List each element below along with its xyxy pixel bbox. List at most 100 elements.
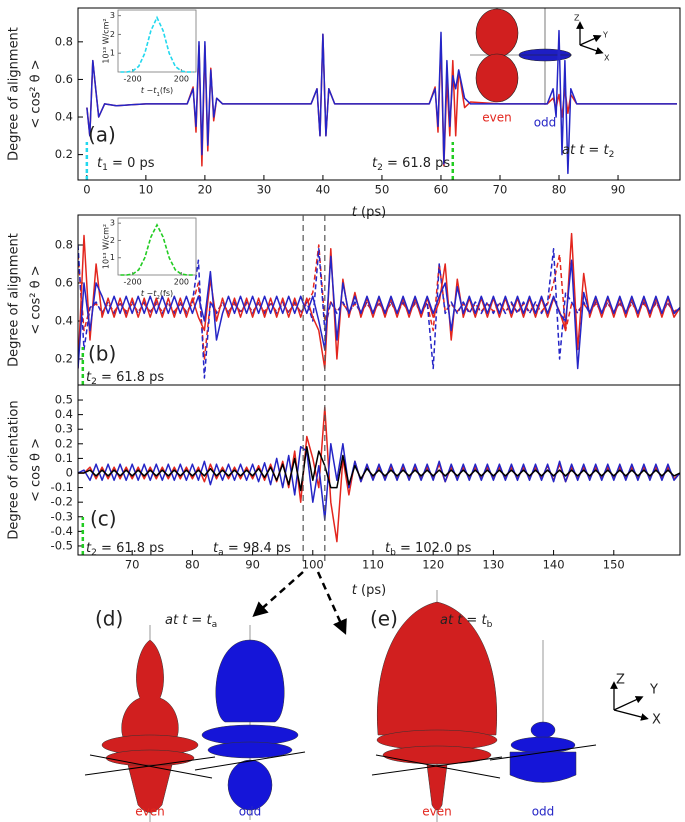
inset-y-label: 10¹³ W/cm² [102, 18, 111, 63]
y-axis-label: < cos² θ > [29, 265, 44, 334]
shape-e-even [371, 590, 503, 822]
axis-letter: X [652, 713, 661, 728]
inset-x-label: t −t1(fs) [141, 86, 173, 98]
y-tick-label: 0.4 [55, 313, 73, 327]
plot-frame [77, 384, 681, 556]
inset-y-label: 10¹³ W/cm² [102, 224, 111, 269]
subscript: 2 [377, 163, 383, 173]
orientation-icons [470, 8, 572, 105]
inset-tick-label: 1 [110, 253, 115, 262]
axis-letter: Y [602, 31, 608, 40]
y-tick-label: -0.4 [51, 524, 73, 538]
y-tick-label: 0.5 [55, 393, 73, 407]
series-line [78, 443, 680, 521]
y-tick-label: 0.6 [55, 276, 73, 290]
axis-letter: Z [574, 14, 580, 23]
subscript: a [218, 548, 224, 558]
inset-tick-label: 2 [110, 236, 115, 245]
text-part: t [352, 583, 358, 598]
plot-lines [78, 406, 680, 543]
series-line [78, 445, 680, 492]
y-tick-label: 0.8 [55, 238, 73, 252]
plot-frame [77, 7, 681, 181]
subscript: 2 [91, 377, 97, 387]
annotation: t2 = 61.8 ps [86, 541, 164, 558]
y-tick-label: 0.8 [55, 34, 73, 48]
text-part: t [372, 156, 378, 171]
annotation: ta = 98.4 ps [213, 541, 291, 558]
legend-label: even [135, 805, 164, 819]
text-part: (ps) [357, 205, 386, 220]
annotation: t1 = 0 ps [97, 156, 155, 173]
plot-lines [78, 232, 680, 379]
subscript: 1 [102, 163, 108, 173]
annotation: t2 = 61.8 ps [372, 156, 450, 173]
subscript: 2 [609, 150, 615, 160]
panel-label: (c) [90, 507, 117, 531]
y-tick-label: 0.2 [55, 351, 73, 365]
y-tick-label: 0.1 [55, 451, 73, 465]
y-tick-label: 0.6 [55, 72, 73, 86]
text-part: = 61.8 ps [383, 156, 450, 171]
text-part: t [86, 541, 92, 556]
legend-label: odd [532, 805, 555, 819]
annotation: t2 = 61.8 ps [86, 370, 164, 387]
x-tick-label: 10 [139, 183, 154, 197]
panel-label: (b) [88, 342, 116, 366]
text-part: t −t [141, 289, 157, 298]
x-tick-label: 0 [83, 183, 90, 197]
inset-tick-label: 1 [110, 49, 115, 58]
text-part: t [352, 205, 358, 220]
inset-tick-label: 3 [110, 219, 115, 228]
text-part: t [86, 370, 92, 385]
annotation: at t = t2 [562, 143, 614, 160]
panel-label: (d) [95, 607, 123, 631]
y-tick-label: 0.4 [55, 110, 73, 124]
x-tick-label: 60 [434, 183, 449, 197]
y-tick-label: -0.2 [51, 495, 73, 509]
inset-tick-label: -200 [124, 75, 142, 84]
inset-tick-label: -200 [124, 278, 142, 287]
text-part: = 61.8 ps [97, 541, 164, 556]
text-part: (fs) [160, 289, 173, 298]
axis-icon-e [610, 681, 649, 721]
x-tick-label: 80 [552, 183, 567, 197]
x-tick-label: 150 [603, 558, 625, 572]
inset-line [120, 223, 194, 276]
axis-letter: X [604, 54, 610, 63]
x-tick-label: 120 [422, 558, 444, 572]
text-part: = 102.0 ps [396, 541, 472, 556]
x-tick-label: 130 [482, 558, 504, 572]
y-tick-label: 0 [66, 465, 73, 479]
text-part: t [385, 541, 391, 556]
y-axis-label: < cos² θ > [29, 59, 44, 128]
text-part: t −t [141, 86, 157, 95]
text-part: = 61.8 ps [97, 370, 164, 385]
y-tick-label: -0.5 [51, 538, 73, 552]
shape-d-even [84, 625, 216, 822]
text-part: = 98.4 ps [224, 541, 291, 556]
y-tick-label: -0.3 [51, 509, 73, 523]
caption: at t = tb [440, 613, 493, 630]
annotation: tb = 102.0 ps [385, 541, 472, 558]
inset-x-label: t −t2(fs) [141, 289, 173, 301]
panel-label: (a) [88, 123, 116, 147]
axis-letter: Y [649, 683, 658, 698]
text-part: = 0 ps [108, 156, 155, 171]
subscript: b [487, 620, 493, 630]
x-tick-label: 50 [375, 183, 390, 197]
panel-label: (e) [370, 607, 398, 631]
shape-d-odd [194, 625, 306, 820]
text-part: (fs) [160, 86, 173, 95]
shape-e-odd [489, 640, 597, 783]
inset-tick-label: 200 [174, 278, 189, 287]
legend-label: odd [239, 805, 262, 819]
x-axis-label: t (ps) [352, 583, 386, 598]
y-tick-label: 0.2 [55, 436, 73, 450]
inset-tick-label: 200 [174, 75, 189, 84]
text-part: at t = t [440, 613, 487, 628]
y-axis-label: Degree of alignment [7, 27, 22, 161]
subscript: 2 [156, 295, 160, 301]
subscript: 1 [156, 92, 160, 98]
